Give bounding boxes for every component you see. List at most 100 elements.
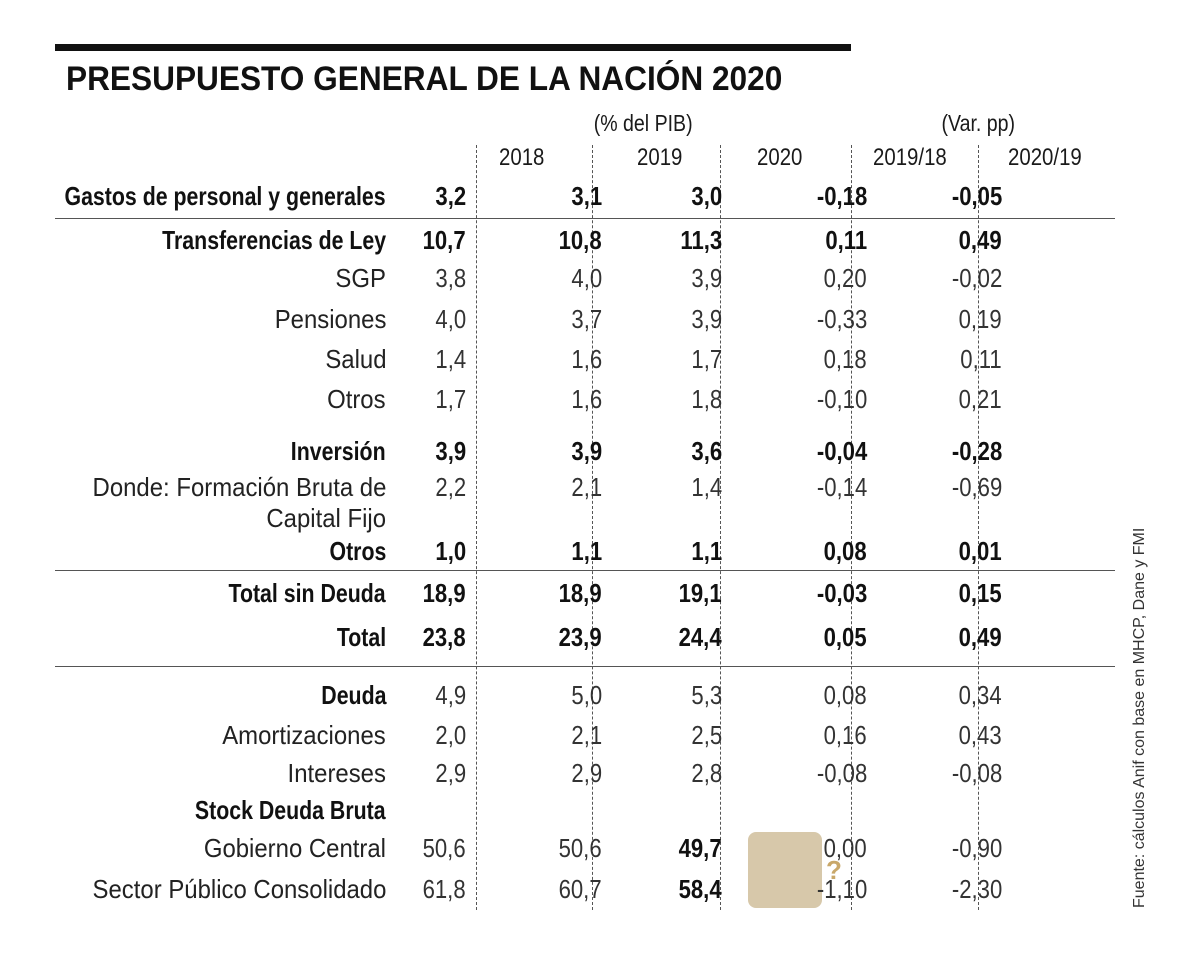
table-cell: 18,9 <box>558 578 602 608</box>
table-cell: 58,4 <box>678 874 722 904</box>
table-cell: 0,15 <box>958 578 1002 608</box>
table-cell: 61,8 <box>422 874 466 904</box>
table-cell: 3,9 <box>691 304 722 334</box>
table-cell: 1,4 <box>691 472 722 502</box>
row-label: Pensiones <box>274 304 386 334</box>
table-cell: 0,49 <box>958 225 1002 255</box>
table-row: Intereses 2,9 2,9 2,8 -0,08 -0,08 <box>0 758 1120 788</box>
table-cell: 1,1 <box>691 536 722 566</box>
table-row: Otros 1,0 1,1 1,1 0,08 0,01 <box>0 536 1120 566</box>
row-label: Inversión <box>291 436 386 466</box>
table-cell: 1,6 <box>571 344 602 374</box>
row-label: Donde: Formación Bruta de <box>92 472 386 502</box>
table-cell: 2,1 <box>571 720 602 750</box>
table-cell: 2,8 <box>691 758 722 788</box>
table-cell: 10,8 <box>558 225 602 255</box>
question-mark-annotation: ? <box>826 855 842 885</box>
table-cell: -0,69 <box>951 472 1002 502</box>
table-cell: 19,1 <box>678 578 722 608</box>
table-row: Sector Público Consolidado 61,8 60,7 58,4 -1… <box>0 874 1120 904</box>
table-cell: 3,0 <box>691 181 722 211</box>
row-label: Capital Fijo <box>266 503 386 533</box>
table-cell: 0,20 <box>823 263 867 293</box>
table-cell: 23,9 <box>558 622 602 652</box>
table-row: Gastos de personal y generales 3,2 3,1 3,0 -… <box>0 181 1120 211</box>
table-row: Gobierno Central 50,6 50,6 49,7 0,00 -0,90 <box>0 833 1120 863</box>
header-2019-18: 2019/18 <box>873 144 947 171</box>
table-cell: -1,10 <box>816 874 867 904</box>
table-row: Otros 1,7 1,6 1,8 -0,10 0,21 <box>0 384 1120 414</box>
table-cell: 60,7 <box>558 874 602 904</box>
section-divider <box>55 666 1115 667</box>
table-cell: 3,9 <box>571 436 602 466</box>
table-row: Total 23,8 23,9 24,4 0,05 0,49 <box>0 622 1120 652</box>
table-cell: 24,4 <box>678 622 722 652</box>
table-cell: 5,3 <box>691 680 722 710</box>
table-row: Amortizaciones 2,0 2,1 2,5 0,16 0,43 <box>0 720 1120 750</box>
table-row: Deuda 4,9 5,0 5,3 0,08 0,34 <box>0 680 1120 710</box>
source-note: Fuente: cálculos Anif con base en MHCP, … <box>1131 527 1148 908</box>
table-cell: 3,8 <box>435 263 466 293</box>
table-cell: 1,6 <box>571 384 602 414</box>
table-cell: 50,6 <box>558 833 602 863</box>
table-cell: -0,08 <box>951 758 1002 788</box>
table-cell: 23,8 <box>422 622 466 652</box>
row-label: SGP <box>335 263 386 293</box>
table-row: SGP 3,8 4,0 3,9 0,20 -0,02 <box>0 263 1120 293</box>
group-label-var: (Var. pp) <box>941 110 1016 136</box>
row-label: Gastos de personal y generales <box>64 181 386 211</box>
table-cell: -0,04 <box>816 436 867 466</box>
table-cell: -2,30 <box>951 874 1002 904</box>
column-separator <box>720 145 721 910</box>
table-row: Transferencias de Ley 10,7 10,8 11,3 0,11 0,4… <box>0 225 1120 255</box>
table-cell: 4,9 <box>435 680 466 710</box>
table-cell: -0,08 <box>816 758 867 788</box>
table-row: Capital Fijo <box>0 503 1120 533</box>
column-separator <box>476 145 477 910</box>
table-cell: 0,16 <box>823 720 867 750</box>
table-cell: 10,7 <box>422 225 466 255</box>
table-cell: 0,08 <box>823 536 867 566</box>
table-cell: 1,7 <box>691 344 722 374</box>
row-label: Sector Público Consolidado <box>92 874 386 904</box>
table-cell: 0,00 <box>823 833 867 863</box>
row-label: Transferencias de Ley <box>162 225 386 255</box>
header-2020-19: 2020/19 <box>1008 144 1082 171</box>
column-separator <box>978 145 979 910</box>
row-label: Stock Deuda Bruta <box>195 795 386 825</box>
column-separator <box>592 145 593 910</box>
header-2019: 2019 <box>636 144 682 171</box>
table-cell: 11,3 <box>680 225 722 255</box>
table-row: Donde: Formación Bruta de 2,2 2,1 1,4 -0,14 -… <box>0 472 1120 502</box>
table-cell: -0,10 <box>816 384 867 414</box>
table-cell: 3,2 <box>435 181 466 211</box>
table-cell: 0,21 <box>958 384 1002 414</box>
table-cell: -0,05 <box>951 181 1002 211</box>
table-cell: 3,6 <box>691 436 722 466</box>
table-cell: 0,01 <box>958 536 1002 566</box>
table-cell: -0,03 <box>816 578 867 608</box>
table-cell: 50,6 <box>422 833 466 863</box>
table-cell: 2,9 <box>571 758 602 788</box>
table-cell: -0,14 <box>816 472 867 502</box>
table-row: Inversión 3,9 3,9 3,6 -0,04 -0,28 <box>0 436 1120 466</box>
table-cell: 4,0 <box>435 304 466 334</box>
table-cell: 2,0 <box>435 720 466 750</box>
table-cell: -0,28 <box>951 436 1002 466</box>
table-cell: 1,8 <box>691 384 722 414</box>
table-cell: 3,9 <box>691 263 722 293</box>
section-divider <box>55 218 1115 219</box>
table-cell: 0,43 <box>958 720 1002 750</box>
table-cell: -0,90 <box>951 833 1002 863</box>
section-divider <box>55 570 1115 571</box>
row-label: Total <box>336 622 386 652</box>
table-row: Salud 1,4 1,6 1,7 0,18 0,11 <box>0 344 1120 374</box>
table-cell: 3,9 <box>435 436 466 466</box>
row-label: Otros <box>329 536 386 566</box>
table-cell: 3,7 <box>571 304 602 334</box>
row-label: Total sin Deuda <box>228 578 386 608</box>
group-label-pib: (% del PIB) <box>593 110 693 136</box>
table-cell: 2,2 <box>435 472 466 502</box>
top-rule <box>55 44 851 51</box>
table-cell: 0,34 <box>958 680 1002 710</box>
